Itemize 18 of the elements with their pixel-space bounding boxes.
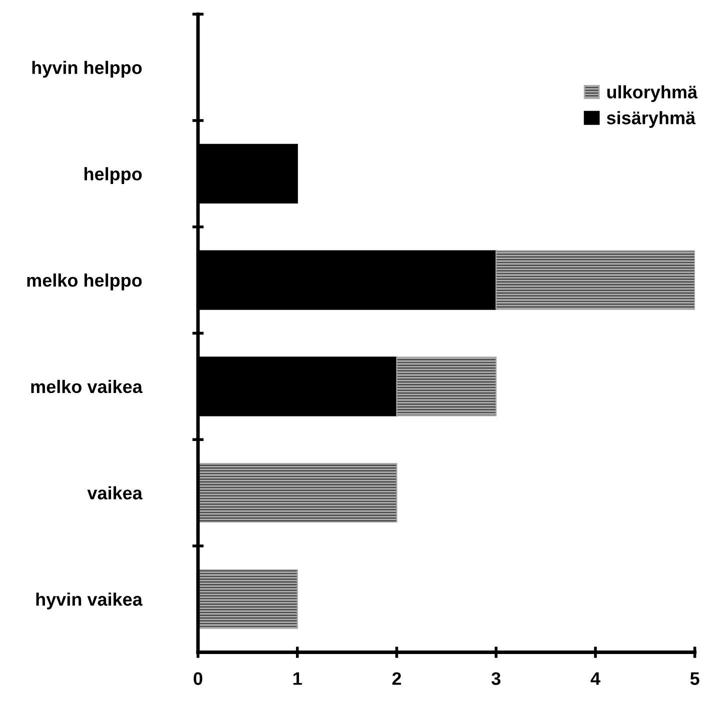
- x-tick-label: 2: [392, 672, 402, 685]
- y-tick-label: helppo: [84, 167, 142, 184]
- y-tick-label: vaikea: [87, 486, 143, 500]
- legend-label: ulkoryhmä: [607, 85, 698, 102]
- bar: [496, 250, 695, 310]
- x-tick-label: 1: [293, 672, 302, 685]
- x-tick-label: 0: [194, 672, 202, 685]
- y-tick-label: melko vaikea: [31, 380, 143, 394]
- y-tick-label: hyvin vaikea: [36, 592, 143, 610]
- bar: [198, 569, 298, 629]
- y-tick-label: hyvin helppo: [32, 60, 142, 78]
- bar: [198, 462, 398, 523]
- x-tick-label: 5: [690, 672, 700, 685]
- y-tick-label: melko helppo: [27, 274, 142, 290]
- x-tick-label: 3: [491, 672, 500, 686]
- bar: [396, 356, 497, 416]
- legend-label: sisäryhmä: [606, 111, 696, 128]
- x-tick-label: 4: [590, 672, 600, 685]
